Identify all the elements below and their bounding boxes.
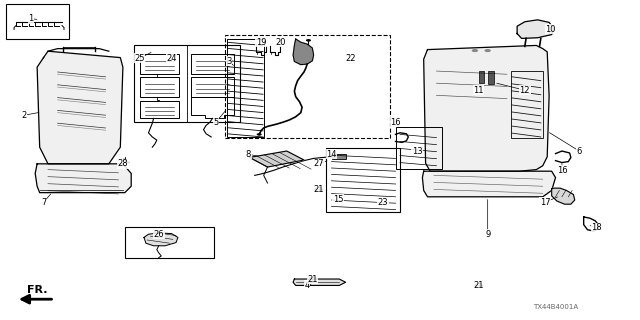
- Polygon shape: [552, 188, 575, 204]
- Bar: [488, 71, 494, 84]
- Polygon shape: [144, 233, 178, 246]
- Text: 10: 10: [545, 25, 556, 34]
- Text: TX44B4001A: TX44B4001A: [533, 304, 578, 310]
- Circle shape: [484, 49, 491, 52]
- Bar: [332, 154, 346, 159]
- Polygon shape: [293, 39, 314, 65]
- Circle shape: [472, 49, 478, 52]
- Text: 16: 16: [557, 166, 567, 175]
- Text: 24: 24: [166, 54, 177, 63]
- Bar: [191, 77, 234, 97]
- Bar: [225, 35, 390, 138]
- Bar: [479, 71, 484, 83]
- Text: 5: 5: [213, 118, 218, 127]
- Text: 16: 16: [390, 118, 401, 127]
- Bar: [227, 39, 264, 137]
- Text: 15: 15: [333, 195, 343, 204]
- Polygon shape: [422, 171, 556, 197]
- Text: 19: 19: [256, 38, 266, 47]
- Bar: [125, 227, 214, 258]
- Polygon shape: [35, 164, 131, 193]
- Text: 26: 26: [154, 230, 164, 239]
- Polygon shape: [293, 279, 346, 285]
- Text: 21: 21: [307, 275, 317, 284]
- Text: 18: 18: [591, 223, 602, 232]
- Bar: [326, 148, 400, 212]
- Polygon shape: [517, 20, 554, 38]
- Text: 25: 25: [134, 54, 145, 63]
- Text: 8: 8: [246, 150, 251, 159]
- Text: 12: 12: [520, 86, 530, 95]
- Text: 23: 23: [378, 198, 388, 207]
- Text: 9: 9: [485, 230, 490, 239]
- Text: 3: 3: [227, 57, 232, 66]
- Bar: [140, 101, 179, 118]
- Text: 21: 21: [474, 281, 484, 290]
- Text: 20: 20: [275, 38, 285, 47]
- Circle shape: [257, 133, 262, 136]
- Text: 21: 21: [314, 185, 324, 194]
- Bar: [6, 4, 69, 39]
- Text: 17: 17: [540, 198, 550, 207]
- Text: 4: 4: [305, 281, 310, 290]
- Bar: [511, 71, 543, 138]
- Bar: [191, 54, 234, 74]
- Bar: [134, 45, 240, 122]
- Text: 14: 14: [326, 150, 337, 159]
- Text: 22: 22: [346, 54, 356, 63]
- Polygon shape: [37, 51, 123, 164]
- Text: 6: 6: [577, 147, 582, 156]
- Bar: [396, 127, 442, 169]
- Circle shape: [306, 39, 311, 42]
- Text: 13: 13: [412, 147, 422, 156]
- Text: 28: 28: [118, 159, 128, 168]
- Text: 1: 1: [28, 14, 33, 23]
- Text: 2: 2: [22, 111, 27, 120]
- Polygon shape: [424, 45, 549, 171]
- Text: 11: 11: [474, 86, 484, 95]
- Bar: [140, 54, 179, 74]
- Text: 27: 27: [314, 159, 324, 168]
- Polygon shape: [250, 151, 304, 167]
- Text: FR.: FR.: [27, 285, 47, 295]
- Text: 7: 7: [41, 198, 46, 207]
- Bar: [140, 77, 179, 97]
